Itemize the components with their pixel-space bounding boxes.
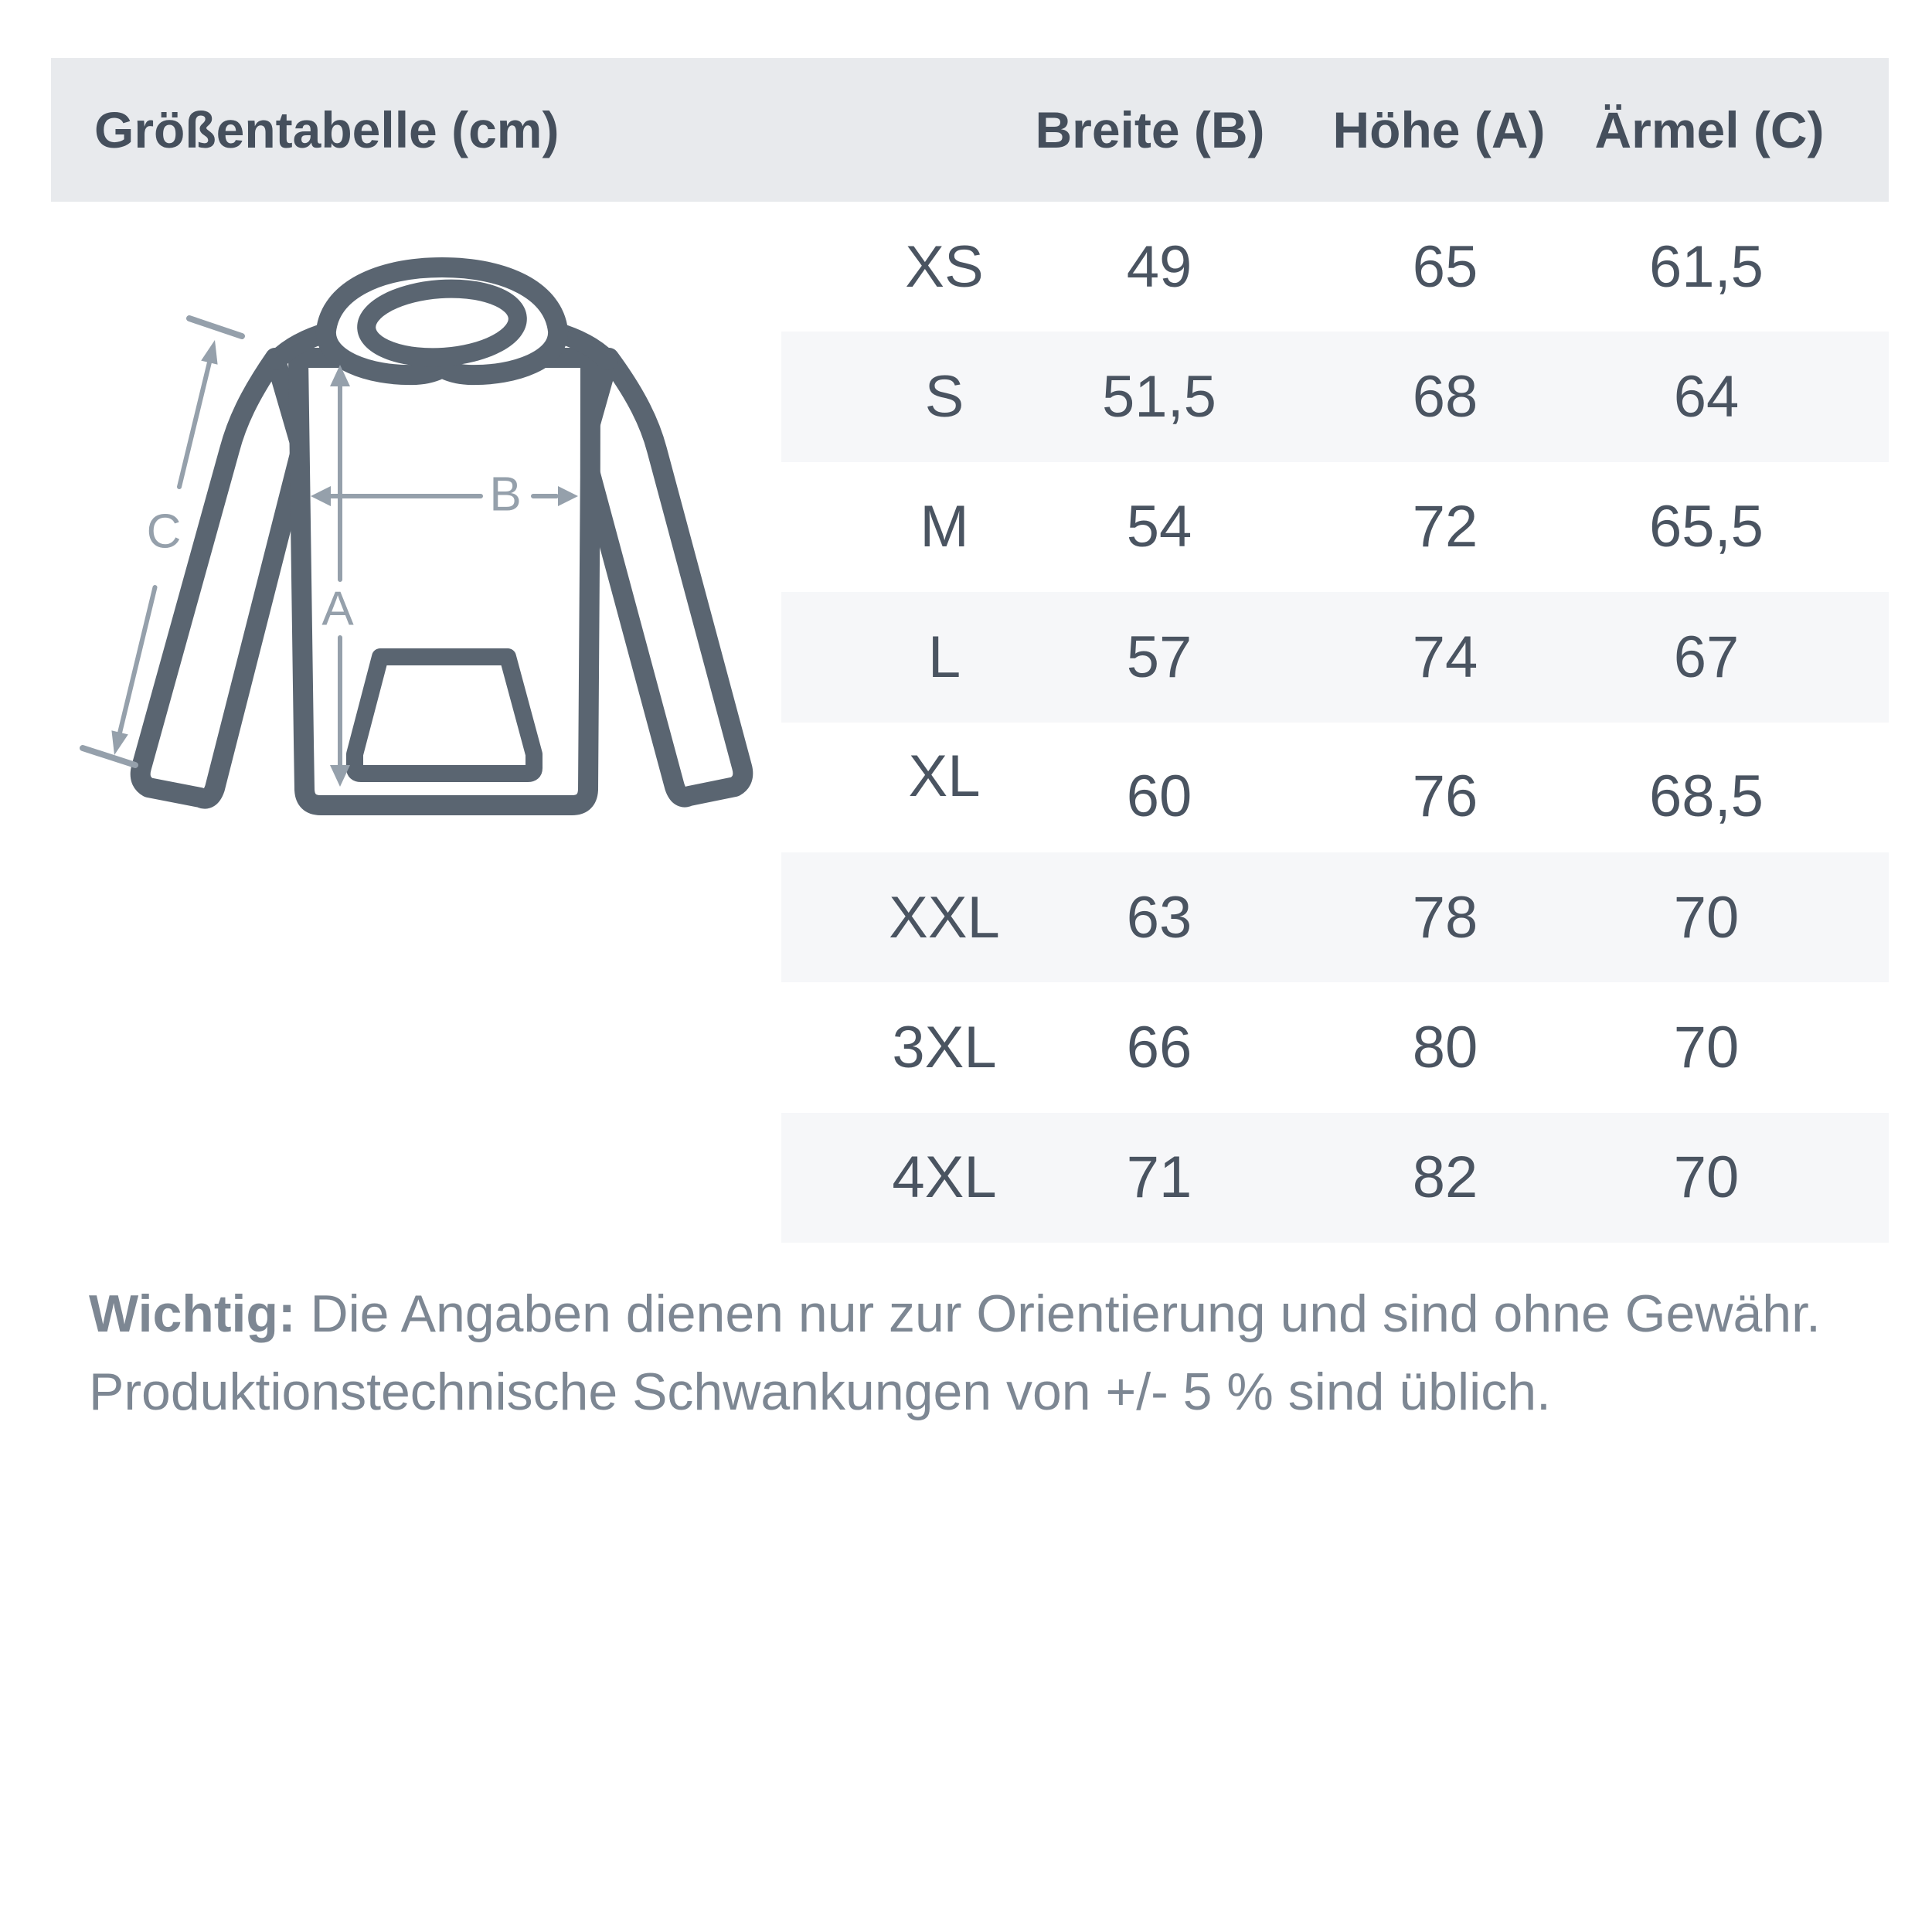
breite-value: 63 xyxy=(1126,884,1192,951)
note-bold-prefix: Wichtig: xyxy=(89,1284,296,1343)
table-row: S 51,5 68 64 xyxy=(0,332,1932,462)
hoehe-value: 65 xyxy=(1412,233,1478,300)
size-label: XS xyxy=(905,233,984,300)
hood-opening xyxy=(357,279,527,367)
table-row: 4XL 71 82 70 xyxy=(0,1112,1932,1243)
size-label: M xyxy=(920,494,969,560)
height-arrow xyxy=(330,365,350,787)
table-row: XS 49 65 61,5 xyxy=(0,202,1932,332)
size-table: XS 49 65 61,5 S 51,5 68 64 M 54 72 65,5 … xyxy=(0,202,1932,1243)
hoehe-value: 72 xyxy=(1412,494,1478,560)
table-row: M 54 72 65,5 xyxy=(0,462,1932,592)
aermel-value: 70 xyxy=(1673,1015,1740,1081)
size-label: XXL xyxy=(889,884,1000,951)
table-row: XXL 63 78 70 xyxy=(0,852,1932,983)
breite-value: 71 xyxy=(1126,1145,1192,1211)
size-label: 4XL xyxy=(892,1145,997,1211)
pocket-outline xyxy=(346,648,543,782)
table-row: XL 60 76 68,5 xyxy=(0,723,1932,852)
size-label: L xyxy=(927,624,961,690)
sleeve-arrow-bottom-tick xyxy=(80,745,138,768)
size-label: S xyxy=(924,364,964,430)
size-label: XL xyxy=(908,743,981,810)
dimension-label-c: C xyxy=(147,505,182,559)
column-header-breite: Breite (B) xyxy=(1035,101,1265,158)
aermel-value: 64 xyxy=(1673,364,1740,430)
aermel-value: 70 xyxy=(1673,1145,1740,1211)
dimension-label-a: A xyxy=(321,583,354,636)
table-row: L 57 74 67 xyxy=(0,592,1932,723)
table-row: 3XL 66 80 70 xyxy=(0,982,1932,1112)
aermel-value: 70 xyxy=(1673,884,1740,951)
right-sleeve xyxy=(573,348,753,808)
breite-value: 60 xyxy=(1126,764,1192,830)
breite-value: 49 xyxy=(1126,233,1192,300)
disclaimer-line-2: Produktionstechnische Schwankungen von +… xyxy=(89,1353,1866,1431)
disclaimer-line-1: Wichtig: Die Angaben dienen nur zur Orie… xyxy=(89,1275,1866,1353)
aermel-value: 68,5 xyxy=(1649,764,1764,830)
row-stripe-background xyxy=(781,1112,1889,1243)
aermel-value: 61,5 xyxy=(1649,233,1764,300)
row-stripe-background xyxy=(781,332,1889,462)
hoehe-value: 82 xyxy=(1412,1145,1478,1211)
row-stripe-background xyxy=(781,592,1889,723)
breite-value: 54 xyxy=(1126,494,1192,560)
size-label: 3XL xyxy=(892,1015,997,1081)
hoehe-value: 74 xyxy=(1412,624,1478,690)
row-stripe-background xyxy=(781,852,1889,983)
sleeve-arrow-top-tick xyxy=(186,315,245,339)
column-header-aermel: Ärmel (C) xyxy=(1594,101,1825,158)
hoehe-value: 80 xyxy=(1412,1015,1478,1081)
aermel-value: 65,5 xyxy=(1649,494,1764,560)
breite-value: 57 xyxy=(1126,624,1192,690)
column-header-hoehe: Höhe (A) xyxy=(1332,101,1546,158)
hoehe-value: 76 xyxy=(1412,764,1478,830)
left-sleeve xyxy=(130,348,311,809)
disclaimer-note: Wichtig: Die Angaben dienen nur zur Orie… xyxy=(89,1275,1866,1431)
hoodie-measurement-diagram: A B C xyxy=(80,257,753,815)
width-arrow xyxy=(311,486,578,506)
aermel-value: 67 xyxy=(1673,624,1740,690)
note-line2-text: Produktionstechnische Schwankungen von +… xyxy=(89,1362,1551,1421)
hoehe-value: 78 xyxy=(1412,884,1478,951)
breite-value: 51,5 xyxy=(1102,364,1216,430)
dimension-label-b: B xyxy=(489,468,521,522)
note-line1-text: Die Angaben dienen nur zur Orientierung … xyxy=(295,1284,1821,1343)
sleeve-arrow xyxy=(80,315,245,768)
hoehe-value: 68 xyxy=(1412,364,1478,430)
table-header: Größentabelle (cm) Breite (B) Höhe (A) Ä… xyxy=(51,58,1889,202)
breite-value: 66 xyxy=(1126,1015,1192,1081)
page-title: Größentabelle (cm) xyxy=(94,101,560,158)
